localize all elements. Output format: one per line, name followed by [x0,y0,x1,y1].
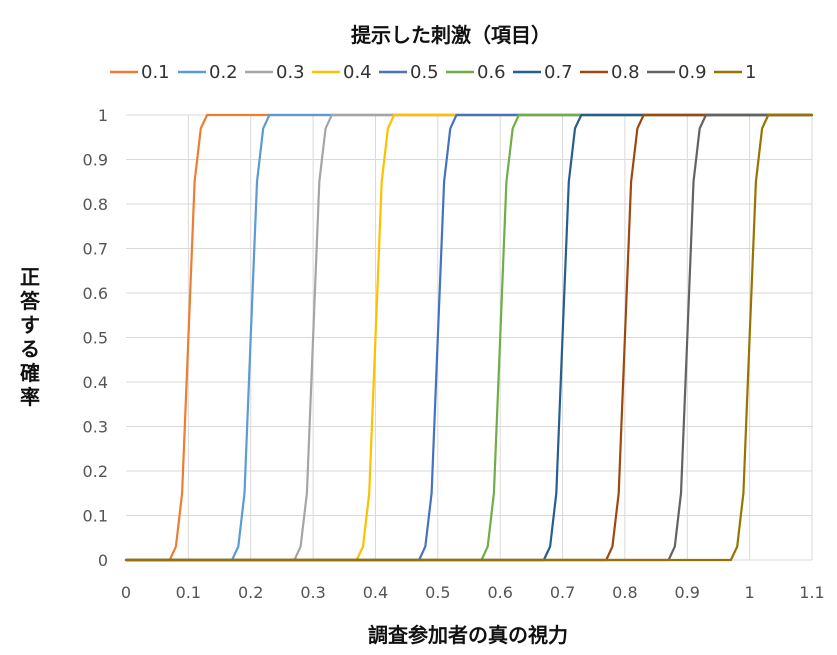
x-tick-label: 0.8 [612,583,637,602]
x-tick-labels: 0 0.1 0.2 0.3 0.4 0.5 0.6 0.7 0.8 0.9 1 1.1 [121,583,825,602]
y-axis-title-char: 確 [20,361,40,385]
x-axis-title: 調査参加者の真の視力 [368,623,568,647]
y-tick-label: 0.8 [83,195,108,214]
x-tick-label: 0.2 [238,583,263,602]
legend: 0.1 0.2 0.3 0.4 0.5 0.6 0.7 0.8 0.9 1 [110,62,756,83]
legend-label: 0.3 [276,62,305,83]
x-tick-label: 0.1 [176,583,201,602]
y-axis-title-char: る [20,337,40,361]
series-group [124,113,814,562]
series-line-0-6 [124,113,814,562]
legend-label: 1 [745,62,756,83]
series-line-0-5 [124,113,814,562]
legend-label: 0.9 [678,62,707,83]
legend-label: 0.1 [141,62,170,83]
y-tick-label: 0.1 [83,507,108,526]
x-tick-label: 0.6 [487,583,512,602]
y-tick-label: 0.2 [83,462,108,481]
legend-label: 0.6 [477,62,506,83]
x-tick-label: 1.1 [799,583,824,602]
y-tick-label: 0.4 [83,373,108,392]
y-tick-label: 1 [98,106,108,125]
y-tick-label: 0 [98,551,108,570]
legend-label: 0.7 [544,62,573,83]
series-line-0-3 [124,113,814,562]
x-tick-label: 0.3 [300,583,325,602]
grid [126,114,813,561]
y-tick-label: 0.7 [83,240,108,259]
y-axis-title-char: す [20,313,40,337]
x-tick-label: 0.5 [425,583,450,602]
series-line-1 [124,113,814,562]
y-axis-title-char: 率 [20,385,40,409]
series-line-0-9 [124,113,814,562]
y-tick-label: 0.6 [83,284,108,303]
legend-label: 0.5 [410,62,439,83]
x-tick-label: 1 [745,583,755,602]
x-tick-label: 0 [121,583,131,602]
series-line-0-7 [124,113,814,562]
legend-label: 0.2 [209,62,238,83]
legend-label: 0.4 [343,62,372,83]
y-axis-title-char: 答 [20,289,41,313]
x-tick-label: 0.9 [675,583,700,602]
y-tick-label: 0.9 [83,151,108,170]
x-tick-label: 0.4 [363,583,388,602]
legend-title: 提示した刺激（項目） [351,23,551,47]
y-axis-title-char: 正 [20,265,40,289]
series-line-0-2 [124,113,814,562]
series-line-0-4 [124,113,814,562]
series-line-0-8 [124,113,814,562]
x-tick-label: 0.7 [550,583,575,602]
y-tick-labels: 0 0.1 0.2 0.3 0.4 0.5 0.6 0.7 0.8 0.9 1 [83,106,108,570]
y-tick-label: 0.5 [83,329,108,348]
y-tick-label: 0.3 [83,418,108,437]
legend-label: 0.8 [611,62,640,83]
series-line-0-1 [124,113,814,562]
